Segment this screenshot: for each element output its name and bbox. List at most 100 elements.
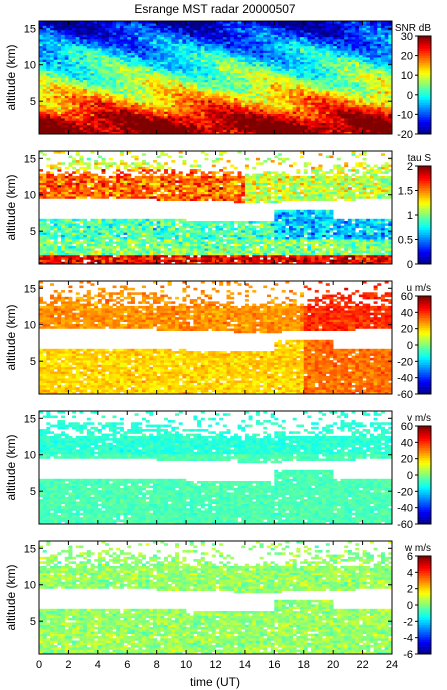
heatmap-cell (244, 61, 249, 65)
heatmap-cell (61, 50, 66, 53)
heatmap-cell (388, 106, 392, 110)
heatmap-cell (178, 127, 183, 130)
heatmap-cell (222, 70, 227, 74)
heatmap-cell (200, 84, 205, 87)
heatmap-cell (233, 88, 238, 92)
heatmap-cell (39, 82, 43, 85)
heatmap-cell (119, 86, 124, 90)
heatmap-cell (68, 122, 73, 126)
heatmap-cell (211, 124, 216, 128)
heatmap-cell (108, 79, 113, 83)
heatmap-cell (127, 23, 132, 26)
heatmap-cell (46, 129, 51, 133)
heatmap-cell (97, 79, 102, 83)
heatmap-cell (377, 50, 382, 53)
heatmap-cell (380, 25, 385, 29)
heatmap-cell (189, 127, 194, 130)
heatmap-cell (178, 48, 183, 51)
heatmap-cell (145, 50, 150, 53)
heatmap-cell (53, 111, 58, 114)
heatmap-cell (296, 23, 301, 26)
heatmap-cell (138, 115, 143, 119)
heatmap-cell (164, 106, 168, 110)
heatmap-cell (219, 70, 224, 74)
heatmap-cell (46, 187, 51, 190)
heatmap-cell (270, 100, 275, 103)
heatmap-cell (347, 111, 352, 114)
heatmap-cell (83, 34, 88, 38)
heatmap-cell (79, 97, 84, 101)
heatmap-cell (97, 27, 102, 31)
heatmap-cell (311, 30, 316, 33)
heatmap-cell (167, 122, 172, 126)
heatmap-cell (274, 75, 279, 78)
heatmap-cell (248, 79, 253, 83)
heatmap-cell (278, 104, 282, 108)
heatmap-cell (336, 84, 341, 87)
heatmap-cell (152, 93, 157, 96)
heatmap-cell (90, 84, 95, 87)
heatmap-cell (248, 115, 253, 119)
heatmap-cell (42, 131, 47, 134)
colorbar-step (418, 97, 431, 100)
heatmap-cell (369, 131, 374, 134)
heatmap-cell (255, 48, 260, 51)
heatmap-cell (369, 129, 374, 133)
heatmap-cell (50, 72, 55, 76)
heatmap-cell (380, 115, 385, 119)
heatmap-cell (300, 106, 305, 110)
heatmap-cell (300, 66, 305, 69)
heatmap-cell (68, 115, 73, 119)
heatmap-cell (329, 68, 334, 72)
heatmap-cell (303, 84, 308, 87)
heatmap-cell (244, 131, 249, 134)
colorbar-step (418, 36, 431, 39)
heatmap-cell (311, 21, 316, 24)
heatmap-cell (149, 66, 154, 69)
heatmap-cell (211, 113, 216, 117)
heatmap-cell (152, 61, 157, 65)
heatmap-cell (344, 30, 349, 33)
heatmap-cell (75, 100, 80, 103)
heatmap-cell (108, 34, 113, 38)
heatmap-cell (97, 93, 102, 96)
heatmap-cell (64, 113, 69, 117)
heatmap-cell (303, 41, 308, 44)
heatmap-cell (347, 39, 352, 42)
heatmap-cell (377, 84, 382, 87)
heatmap-cell (329, 59, 334, 62)
heatmap-cell (90, 63, 95, 67)
heatmap-cell (200, 106, 205, 110)
heatmap-cell (355, 104, 360, 108)
heatmap-cell (266, 95, 271, 99)
heatmap-cell (384, 120, 389, 123)
heatmap-cell (53, 100, 58, 103)
heatmap-cell (259, 129, 264, 133)
heatmap-cell (68, 50, 73, 53)
heatmap-cell (300, 36, 305, 40)
heatmap-cell (97, 82, 102, 85)
heatmap-cell (278, 52, 282, 56)
heatmap-cell (355, 131, 360, 134)
heatmap-cell (226, 45, 231, 49)
heatmap-cell (274, 102, 279, 105)
heatmap-cell (167, 86, 172, 90)
heatmap-cell (145, 72, 150, 76)
heatmap-cell (145, 48, 150, 51)
heatmap-cell (274, 129, 279, 133)
heatmap-cell (311, 75, 316, 78)
heatmap-cell (311, 63, 316, 67)
heatmap-cell (50, 93, 55, 96)
heatmap-cell (263, 82, 268, 85)
heatmap-cell (42, 223, 47, 226)
heatmap-cell (160, 66, 165, 69)
heatmap-cell (182, 124, 187, 128)
heatmap-cell (145, 91, 150, 94)
heatmap-cell (307, 77, 312, 81)
heatmap-cell (171, 111, 176, 114)
heatmap-cell (289, 88, 294, 92)
heatmap-cell (289, 45, 294, 49)
heatmap-cell (39, 223, 43, 226)
heatmap-cell (61, 113, 66, 117)
heatmap-cell (39, 68, 43, 72)
